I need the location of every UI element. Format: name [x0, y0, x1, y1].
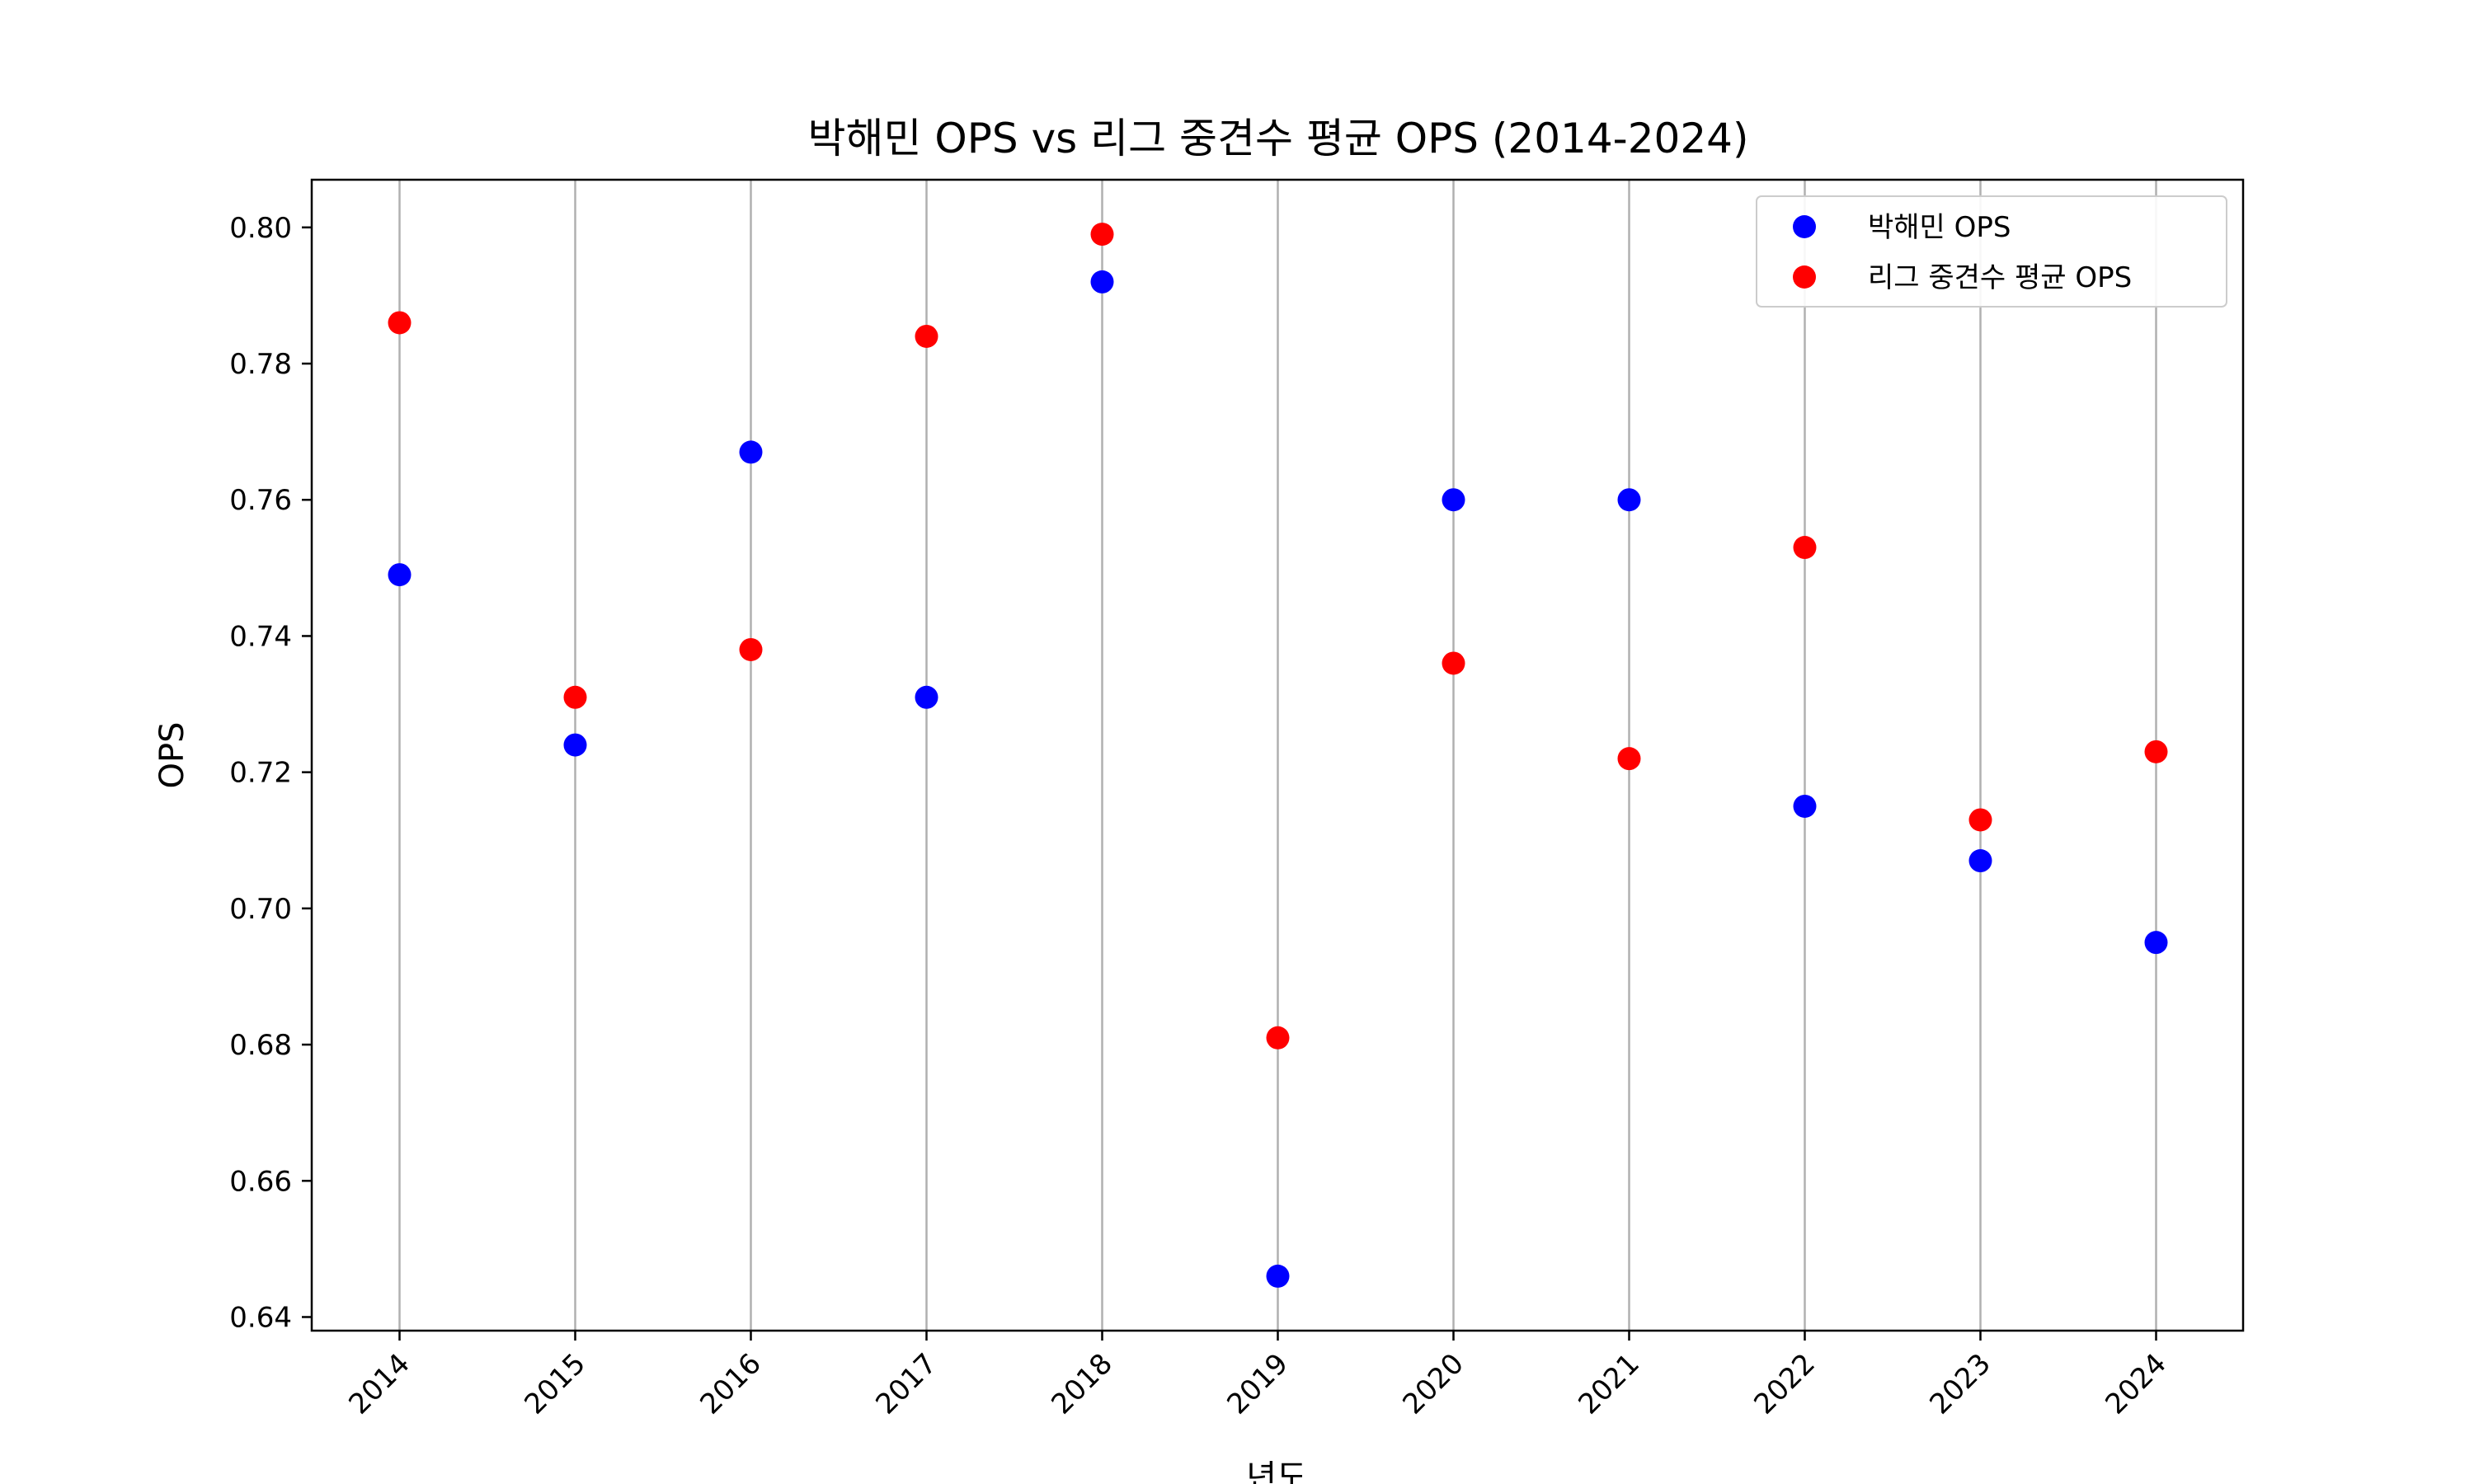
plot-area-frame — [310, 178, 2245, 1332]
point-league-cf-ops-2017 — [915, 324, 938, 348]
legend-marker-park — [1793, 215, 1816, 238]
y-tick-label-0.76: 0.76 — [229, 484, 292, 517]
y-tick-label-0.66: 0.66 — [229, 1165, 292, 1198]
y-tick-label-0.64: 0.64 — [229, 1301, 292, 1334]
point-park-ops-2015 — [563, 733, 587, 757]
point-park-ops-2020 — [1442, 488, 1465, 512]
legend-label-park: 박해민 OPS — [1868, 211, 2011, 244]
point-league-cf-ops-2023 — [1968, 808, 1992, 832]
point-park-ops-2021 — [1617, 488, 1641, 512]
point-league-cf-ops-2019 — [1266, 1026, 1290, 1050]
y-axis-label: OPS — [153, 722, 191, 789]
x-axis-label: 년도 — [1246, 1458, 1307, 1484]
point-park-ops-2018 — [1090, 270, 1114, 294]
point-league-cf-ops-2020 — [1442, 651, 1465, 675]
legend-marker-league — [1793, 265, 1816, 289]
legend-label-league: 리그 중견수 평균 OPS — [1868, 261, 2132, 294]
point-park-ops-2017 — [915, 685, 938, 709]
point-park-ops-2019 — [1266, 1264, 1290, 1288]
y-axis-ticks: 0.64 0.66 0.68 0.70 0.72 0.74 0.76 0.78 0.80 — [229, 212, 312, 1334]
point-league-cf-ops-2024 — [2144, 740, 2168, 763]
y-tick-label-0.74: 0.74 — [229, 620, 292, 653]
legend-box — [1756, 195, 2227, 308]
point-park-ops-2024 — [2144, 931, 2168, 955]
point-park-ops-2023 — [1968, 849, 1992, 873]
point-league-cf-ops-2015 — [563, 685, 587, 709]
point-park-ops-2016 — [739, 440, 763, 464]
y-tick-label-0.80: 0.80 — [229, 212, 292, 245]
point-league-cf-ops-2018 — [1090, 223, 1114, 247]
chart-title: 박해민 OPS vs 리그 중견수 평균 OPS (2014-2024) — [808, 115, 1749, 162]
point-league-cf-ops-2014 — [388, 311, 412, 335]
point-league-cf-ops-2021 — [1617, 747, 1641, 771]
y-tick-label-0.78: 0.78 — [229, 348, 292, 381]
y-tick-label-0.72: 0.72 — [229, 757, 292, 790]
y-tick-label-0.68: 0.68 — [229, 1029, 292, 1062]
legend: 박해민 OPS 리그 중견수 평균 OPS — [1756, 195, 2227, 308]
data-points — [388, 223, 2168, 1288]
point-park-ops-2022 — [1793, 794, 1817, 818]
point-league-cf-ops-2016 — [739, 637, 763, 661]
point-park-ops-2014 — [388, 563, 412, 587]
y-tick-label-0.70: 0.70 — [229, 893, 292, 926]
point-league-cf-ops-2022 — [1793, 536, 1817, 560]
